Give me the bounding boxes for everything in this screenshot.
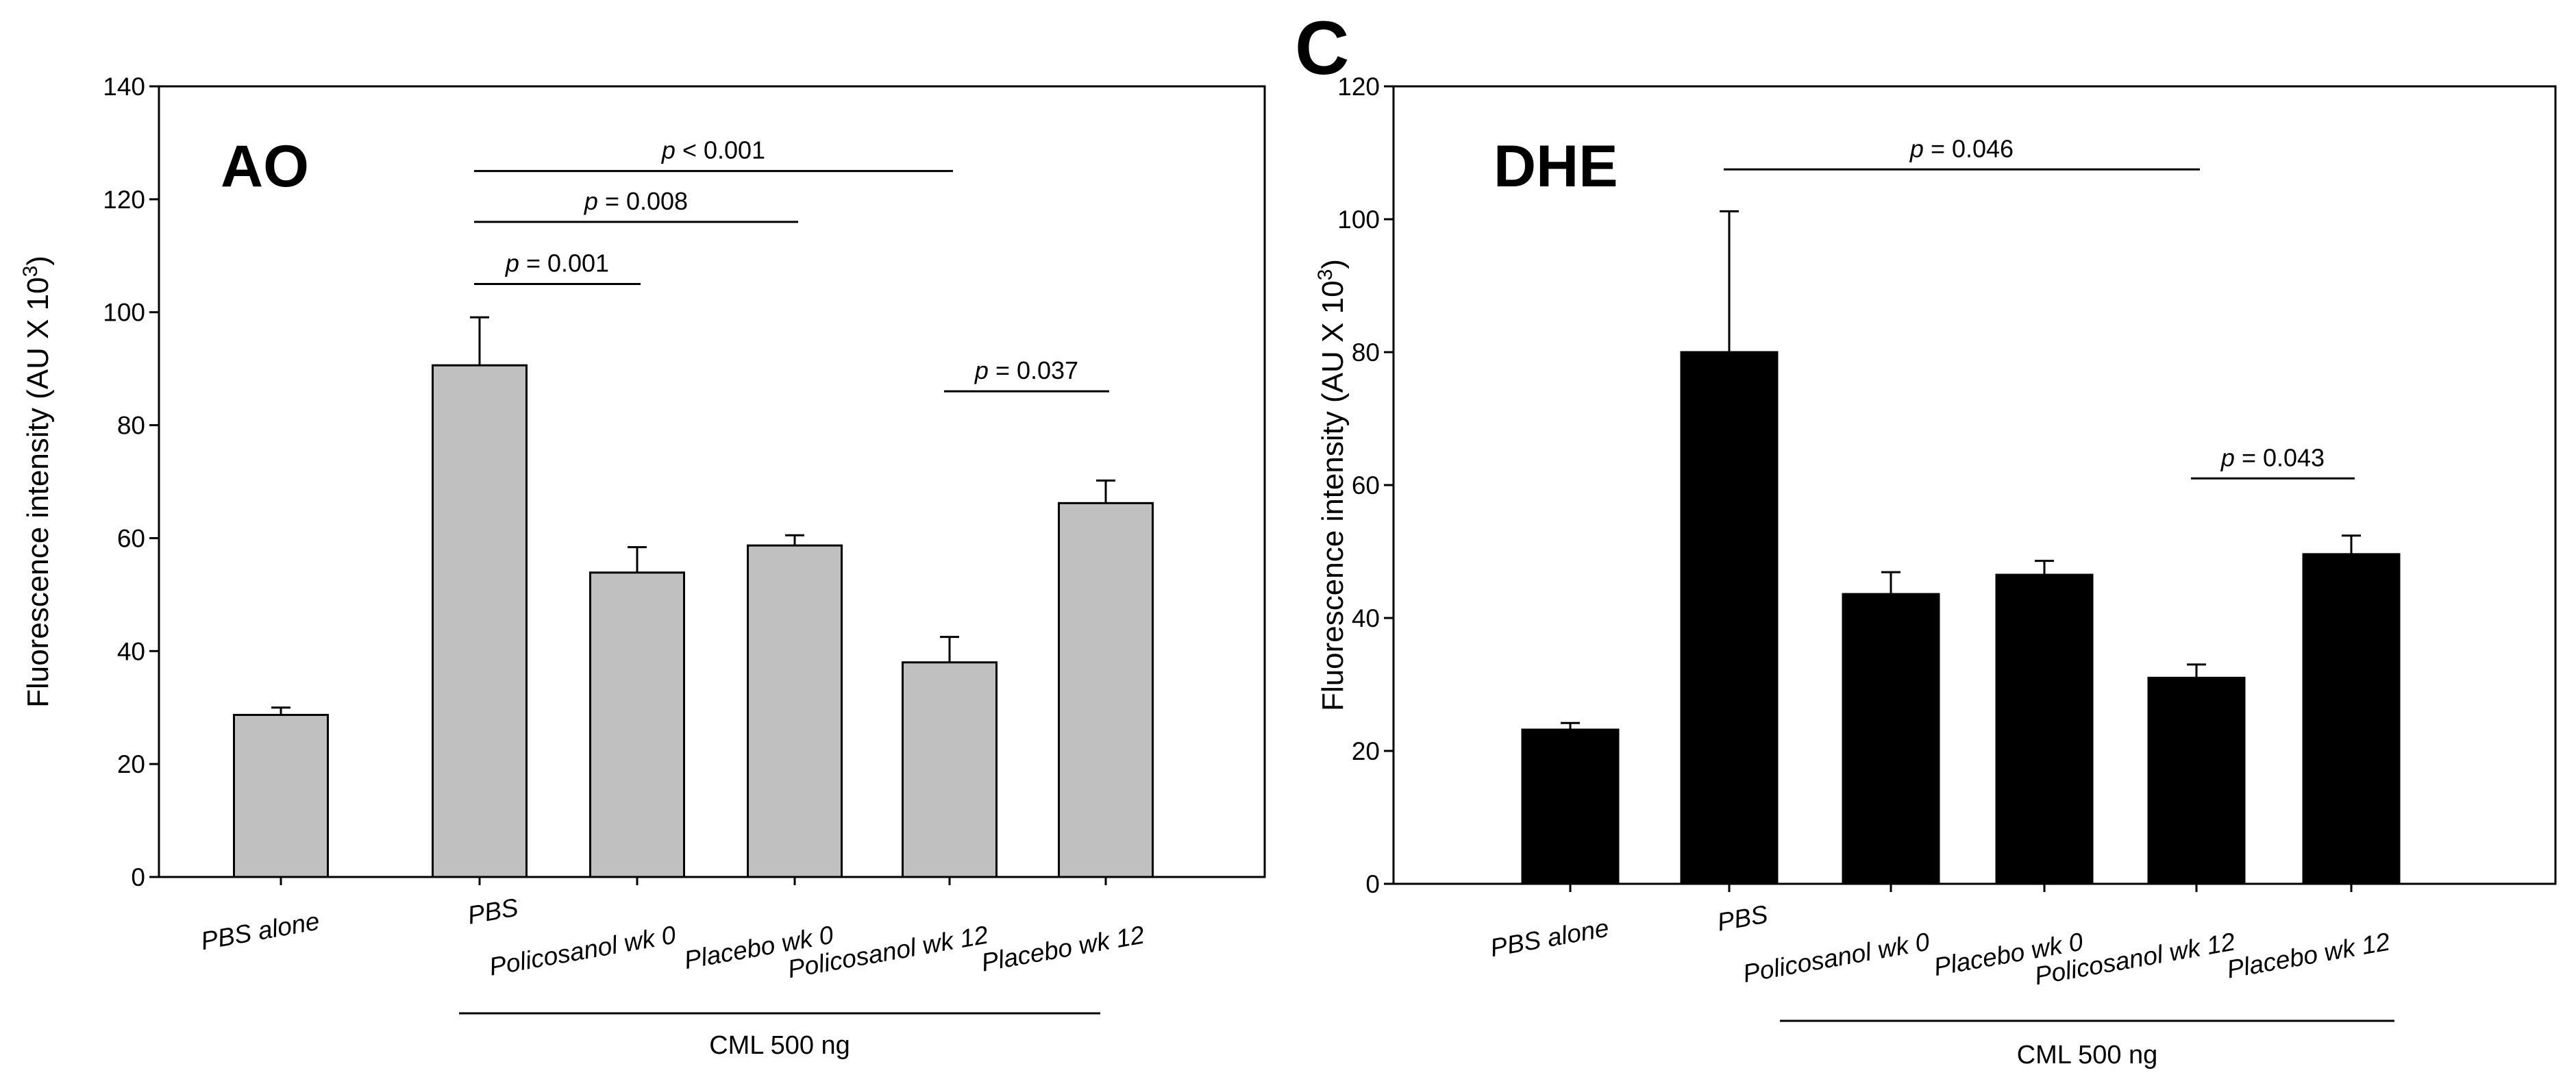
p-symbol: p <box>505 249 519 277</box>
y-tick-label: 80 <box>1352 338 1380 367</box>
y-axis-label: Fluorescence intensity (AU X 103) <box>19 256 55 708</box>
p-symbol: p <box>584 187 598 215</box>
category-label: Policosanol wk 0 <box>1741 927 1932 987</box>
p-value-label: p = 0.001 <box>505 249 609 277</box>
panel-letter: C <box>1295 6 1349 90</box>
inset-title: AO <box>221 134 309 199</box>
group-label: CML 500 ng <box>2017 1041 2158 1070</box>
p-value: = 0.001 <box>519 249 609 277</box>
y-tick-label: 40 <box>117 637 145 665</box>
bar-pbs <box>1680 351 1779 885</box>
bar-placebo-wk-12 <box>1058 502 1154 878</box>
p-value-label: p = 0.046 <box>1909 134 2014 162</box>
bar-policosanol-wk-0 <box>589 571 685 878</box>
p-value: = 0.008 <box>598 187 688 215</box>
bar-policosanol-wk-12 <box>902 661 998 878</box>
p-value-label: p = 0.008 <box>584 187 688 215</box>
y-tick-label: 20 <box>1352 737 1380 765</box>
y-axis-label-superscript: 3 <box>1314 269 1337 281</box>
bar-placebo-wk-0 <box>747 544 843 878</box>
y-tick-label: 120 <box>103 186 145 214</box>
bar-policosanol-wk-12 <box>2147 676 2246 885</box>
y-tick-label: 40 <box>1352 604 1380 632</box>
bar-pbs-alone <box>233 713 329 878</box>
p-value: = 0.046 <box>1924 134 2014 162</box>
category-label: Placebo wk 12 <box>2225 927 2392 983</box>
y-tick-label: 20 <box>117 750 145 778</box>
p-symbol: p <box>974 356 989 384</box>
y-tick-label: 0 <box>1365 870 1380 898</box>
y-axis-label-tail: ) <box>1316 259 1350 269</box>
p-value: < 0.001 <box>676 136 765 164</box>
plot-frame <box>158 85 1266 878</box>
y-tick-label: 140 <box>103 73 145 101</box>
bar-placebo-wk-0 <box>1995 573 2094 885</box>
inset-title: DHE <box>1494 134 1618 199</box>
ao-panel: 0 20 40 60 80 100 120 140 Fluorescence intensity… <box>19 73 1266 1060</box>
y-tick-label: 80 <box>117 412 145 440</box>
y-axis-label-superscript: 3 <box>19 266 42 277</box>
category-label: PBS <box>465 893 520 929</box>
y-tick-label: 100 <box>1337 206 1380 234</box>
y-tick-label: 100 <box>103 299 145 327</box>
y-tick-label: 0 <box>131 863 145 891</box>
category-label: Placebo wk 12 <box>979 920 1147 976</box>
y-tick-label: 60 <box>117 524 145 552</box>
y-tick-label: 60 <box>1352 471 1380 499</box>
group-label: CML 500 ng <box>709 1031 850 1060</box>
p-value-label: p = 0.037 <box>974 356 1078 384</box>
dhe-panel: 0 20 40 60 80 100 120 Fluorescence intensity (A… <box>1295 6 2557 1070</box>
bar-policosanol-wk-0 <box>1842 593 1940 885</box>
bar-pbs-alone <box>1521 728 1620 885</box>
p-symbol: p <box>2220 443 2235 471</box>
category-label: PBS alone <box>1488 914 1611 963</box>
y-axis-label-main: Fluorescence intensity (AU X 10 <box>1316 280 1350 711</box>
category-label: PBS <box>1715 900 1770 936</box>
category-label: Policosanol wk 0 <box>487 920 678 980</box>
y-axis-label-tail: ) <box>21 256 55 266</box>
y-axis-label-main: Fluorescence intensity (AU X 10 <box>21 277 55 708</box>
p-value: = 0.037 <box>989 356 1078 384</box>
y-tick-label: 120 <box>1337 73 1380 101</box>
p-value-label: p = 0.043 <box>2220 443 2325 471</box>
bar-placebo-wk-12 <box>2302 553 2401 885</box>
p-symbol: p <box>1909 134 1924 162</box>
category-label: PBS alone <box>199 907 321 956</box>
p-value: = 0.043 <box>2235 443 2325 471</box>
y-axis-label: Fluorescence intensity (AU X 103) <box>1314 259 1350 711</box>
p-symbol: p <box>661 136 676 164</box>
bar-pbs <box>432 364 528 878</box>
p-value-label: p < 0.001 <box>661 136 765 164</box>
